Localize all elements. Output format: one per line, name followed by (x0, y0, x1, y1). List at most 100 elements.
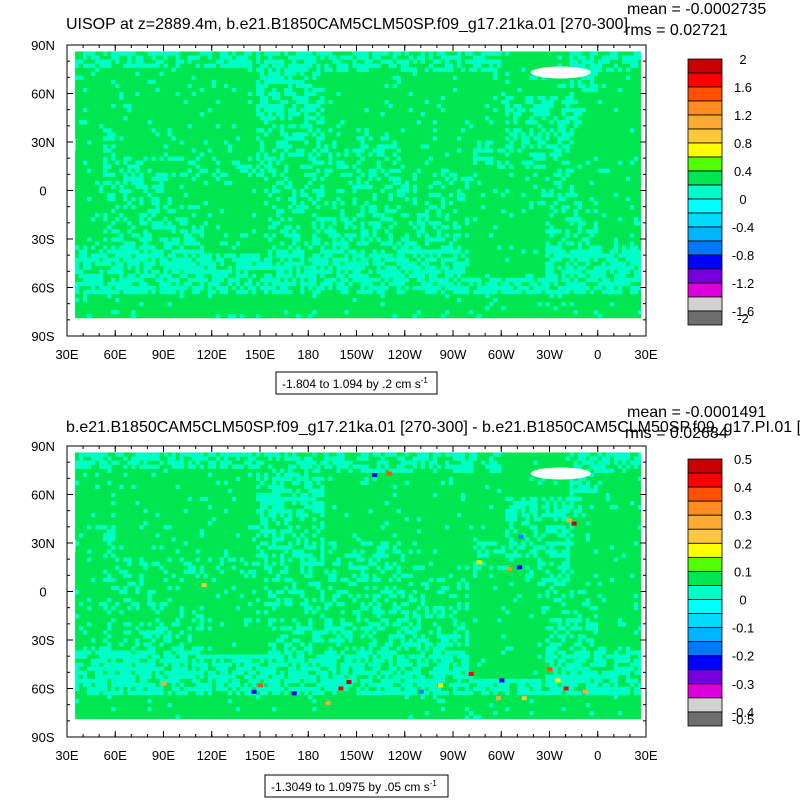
field-cell (356, 51, 361, 56)
field-cell (352, 269, 357, 274)
field-cell (593, 63, 598, 68)
field-cell (179, 630, 184, 635)
field-cell (432, 120, 438, 125)
field-cell (565, 168, 570, 173)
field-cell (465, 277, 470, 283)
field-cell (312, 658, 317, 663)
field-cell (83, 160, 88, 165)
field-cell (444, 59, 450, 64)
field-cell (155, 464, 160, 469)
field-cell (115, 690, 120, 696)
field-cell (545, 277, 550, 283)
field-cell (324, 249, 329, 254)
field-cell (231, 464, 237, 469)
field-cell (613, 63, 619, 68)
field-cell (272, 513, 277, 518)
field-cell (368, 289, 373, 295)
field-cell (424, 289, 430, 295)
field-cell (412, 670, 418, 675)
field-cell (107, 269, 112, 274)
field-cell (147, 646, 152, 651)
field-cell (199, 674, 204, 679)
field-cell (577, 205, 582, 210)
field-cell (211, 670, 216, 675)
field-cell (336, 132, 341, 137)
field-cell (247, 265, 253, 270)
field-cell (251, 253, 257, 258)
field-cell (428, 273, 434, 278)
field-cell (621, 265, 627, 270)
field-cell (243, 666, 249, 671)
field-cell (255, 666, 261, 671)
field-cell (111, 172, 116, 177)
field-cell (199, 646, 204, 651)
field-cell (368, 152, 373, 157)
field-cell (420, 581, 426, 587)
field-cell (231, 63, 237, 68)
field-cell (75, 281, 80, 287)
field-cell (227, 277, 233, 283)
field-cell (99, 460, 104, 465)
field-cell (340, 281, 345, 287)
field-cell (268, 509, 273, 514)
field-cell (577, 221, 582, 226)
field-cell (199, 626, 204, 631)
field-cell (107, 529, 112, 534)
field-cell (372, 468, 377, 473)
field-cell (404, 614, 409, 619)
field-cell (159, 221, 164, 226)
field-cell (444, 217, 450, 222)
field-cell (457, 666, 462, 671)
field-cell (320, 488, 325, 494)
field-cell (247, 602, 253, 607)
field-cell (384, 565, 389, 570)
field-cell (239, 686, 245, 692)
field-cell (340, 217, 345, 222)
field-cell (340, 120, 345, 125)
field-cell (280, 217, 285, 222)
field-cell (400, 456, 405, 461)
field-cell (312, 509, 317, 514)
field-cell (448, 67, 454, 72)
field-cell (276, 180, 281, 186)
field-cell (251, 670, 257, 675)
field-cell (320, 95, 325, 101)
field-cell (424, 201, 430, 206)
field-cell (625, 277, 631, 283)
field-cell (368, 136, 373, 141)
field-cell (493, 225, 498, 230)
field-cell (332, 658, 337, 663)
field-cell (633, 257, 639, 262)
field-cell (123, 678, 128, 684)
field-cell (396, 549, 401, 554)
field-cell (621, 269, 627, 274)
field-cell (601, 281, 606, 287)
field-cell (191, 261, 196, 266)
field-cell (457, 265, 462, 270)
field-cell (91, 253, 96, 258)
field-cell (191, 160, 196, 165)
field-cell (344, 460, 349, 465)
field-cell (131, 205, 136, 210)
field-cell (155, 196, 160, 202)
field-cell (159, 249, 164, 254)
field-cell (219, 59, 225, 64)
field-cell (300, 55, 305, 60)
field-cell (416, 277, 422, 283)
field-cell (159, 460, 164, 465)
field-cell (420, 694, 426, 700)
field-cell (384, 622, 389, 627)
field-cell (304, 513, 309, 518)
field-cell (288, 108, 293, 113)
field-cell (171, 622, 176, 627)
field-cell (304, 456, 309, 461)
field-cell (135, 662, 140, 667)
field-cell (251, 662, 257, 667)
field-cell (549, 245, 554, 250)
field-cell (159, 51, 164, 56)
field-cell (280, 104, 285, 109)
field-cell (424, 217, 430, 222)
field-cell (231, 160, 237, 165)
colorbar-box (687, 254, 723, 270)
field-cell (272, 104, 277, 109)
